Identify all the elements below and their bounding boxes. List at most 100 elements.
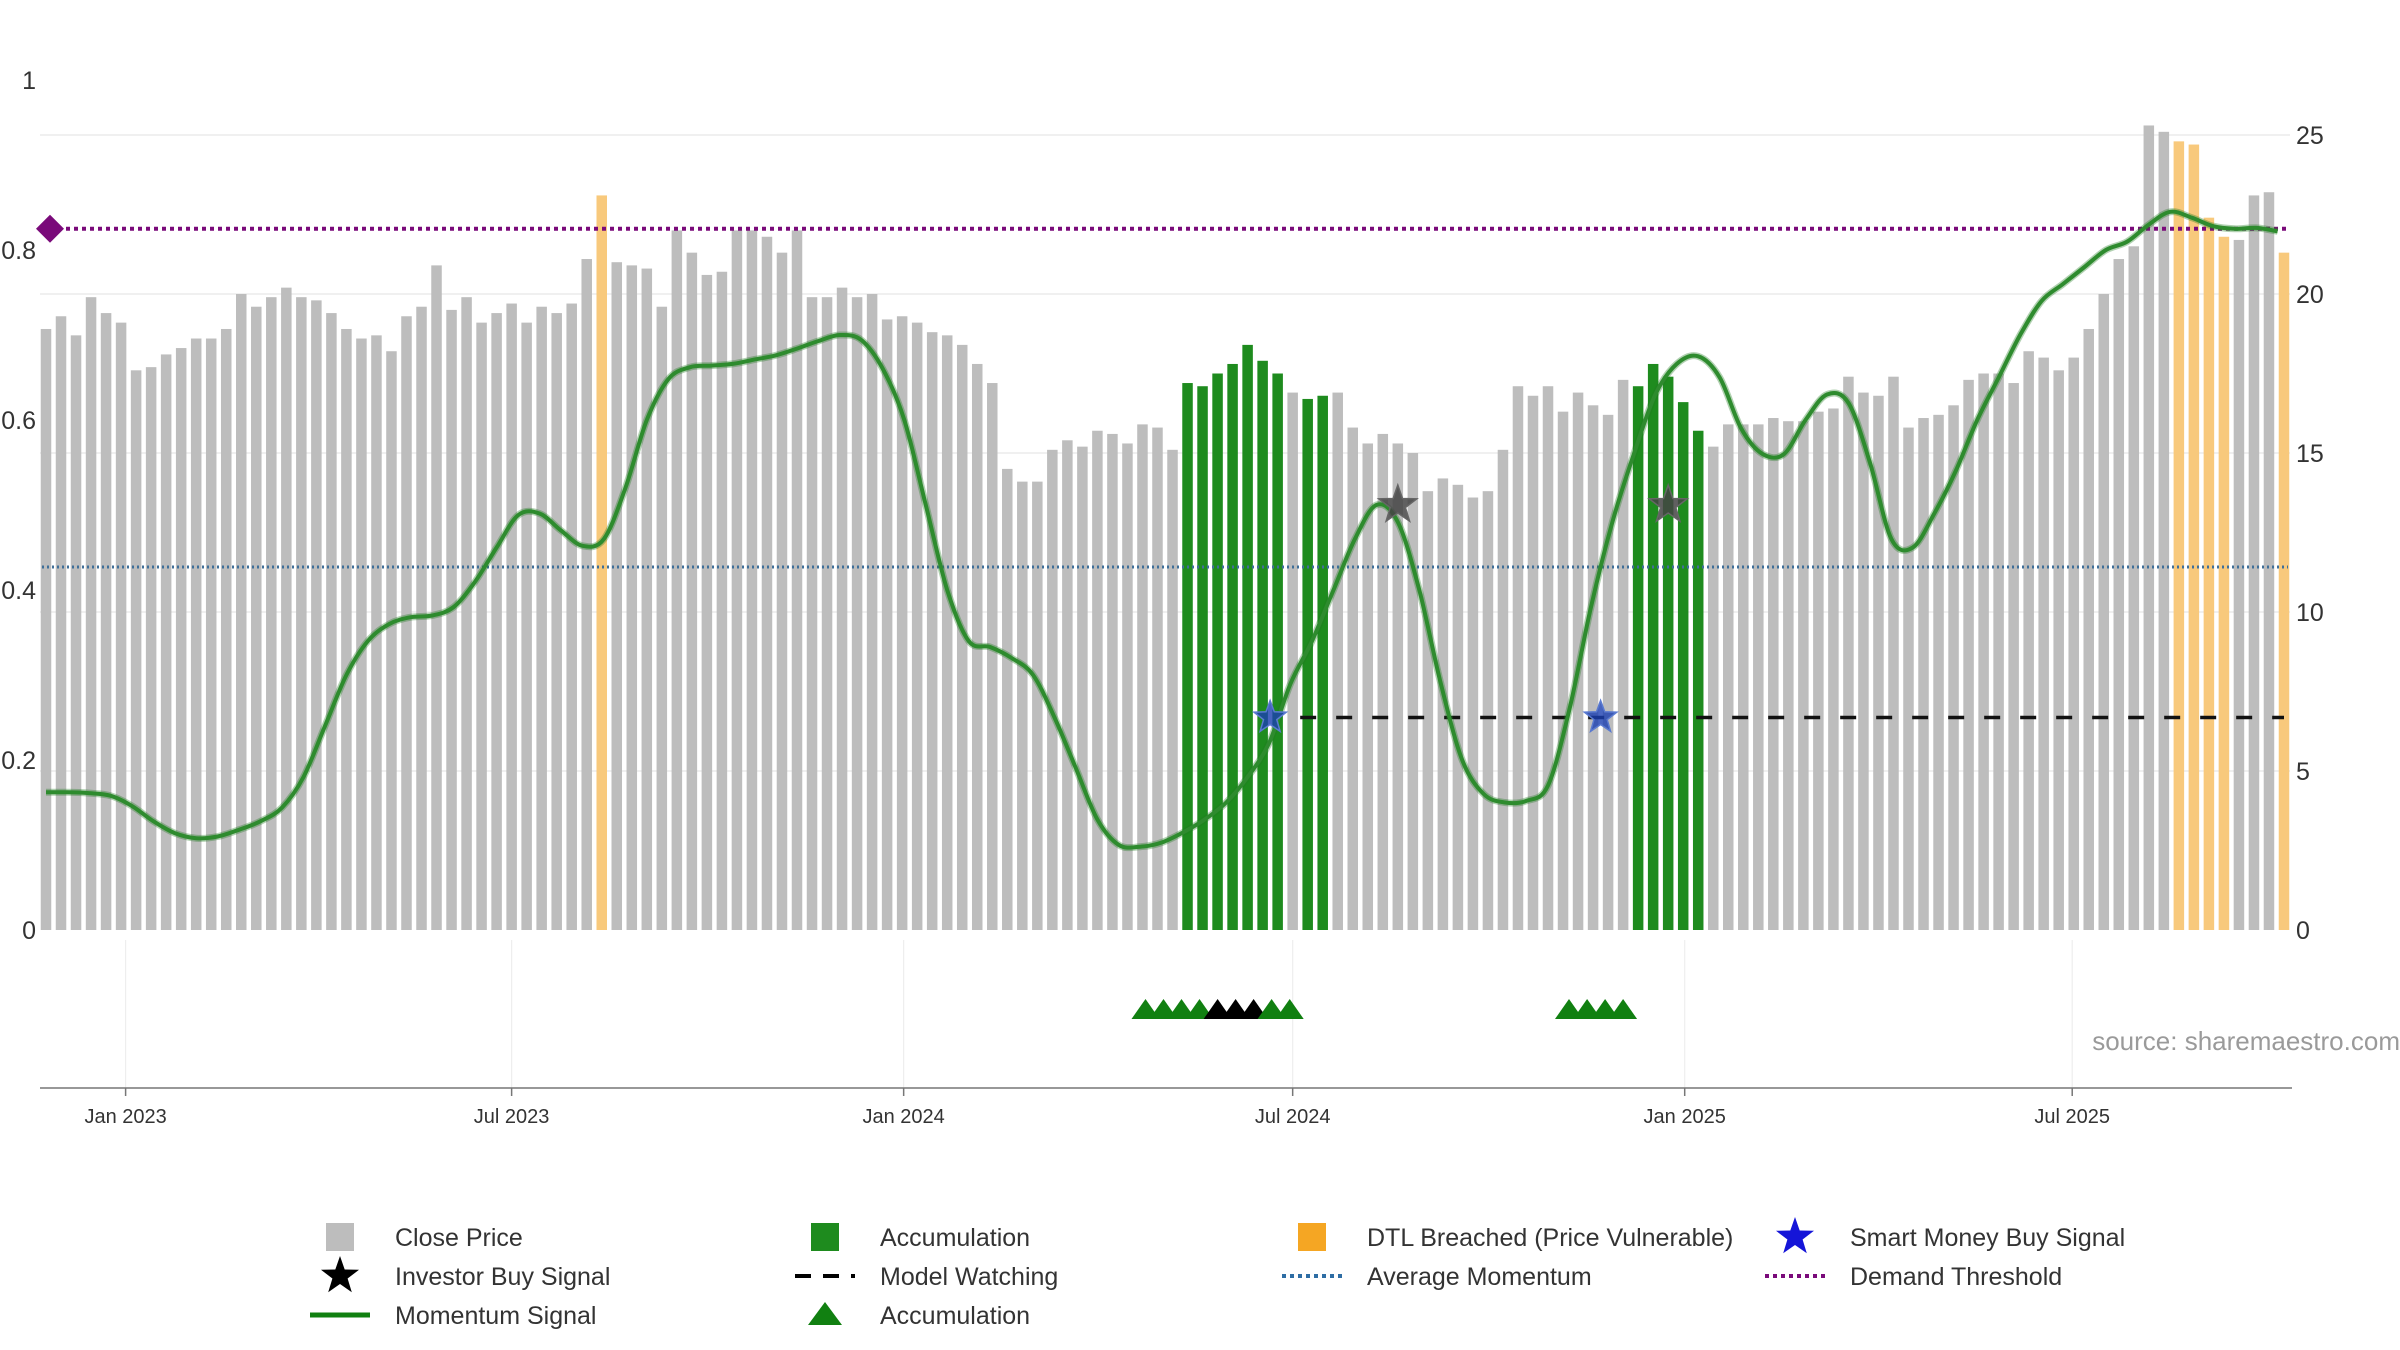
gridlines (40, 134, 2290, 1088)
close-price-bar (1452, 484, 1464, 930)
close-price-bar (1032, 481, 1043, 930)
left-axis-tick-label: 0.6 (1, 407, 36, 435)
demand-threshold-marker (36, 214, 64, 243)
close-price-bar (1467, 497, 1479, 930)
right-axis-tick-label: 10 (2296, 599, 2324, 627)
close-price-bar (2128, 246, 2140, 931)
accumulation-triangle (1573, 999, 1602, 1019)
left-axis-tick-label: 0.2 (1, 747, 36, 775)
close-price-bar (1107, 433, 1118, 930)
axes (40, 1087, 2292, 1096)
close-price-bar (581, 259, 592, 930)
right-axis-tick-label: 15 (2296, 440, 2324, 468)
legend-item: Accumulation (811, 1223, 1030, 1252)
legend-triangle-icon (808, 1302, 842, 1325)
accumulation-bar (1257, 360, 1268, 930)
left-axis-tick-label: 0.8 (1, 237, 36, 265)
smart-money-buy-signal-star (1251, 698, 1289, 734)
close-price-bar (911, 322, 923, 930)
close-price-bar (1557, 411, 1569, 930)
right-axis-tick-label: 5 (2296, 758, 2310, 786)
close-price-bar (1062, 440, 1073, 930)
dtl-breached-bar (2188, 144, 2200, 931)
legend-label: Accumulation (880, 1224, 1030, 1252)
left-axis-tick-label: 0.4 (1, 577, 36, 605)
close-price-bar (190, 338, 202, 930)
accumulation-bar (1677, 402, 1689, 930)
close-price-bar (2263, 192, 2275, 931)
close-price-bar (1843, 376, 1854, 930)
close-price-bar (1858, 392, 1869, 931)
right-axis-tick-label: 25 (2296, 122, 2324, 150)
legend-square-icon (326, 1223, 354, 1251)
close-price-bar (491, 313, 502, 931)
close-price-bar (1497, 449, 1509, 930)
close-price-bar (70, 335, 82, 931)
close-price-bar (866, 294, 878, 930)
close-price-bar (656, 306, 668, 931)
legend-label: Demand Threshold (1850, 1263, 2062, 1291)
close-price-bar (2008, 383, 2019, 930)
close-price-bar (776, 252, 788, 930)
close-price-bar (1362, 443, 1374, 930)
close-price-bar (836, 287, 848, 930)
close-price-bar (2038, 357, 2049, 931)
accumulation-triangle-black (1221, 999, 1250, 1019)
accumulation-triangle (1167, 999, 1196, 1019)
dtl-breached-bar (2203, 217, 2215, 930)
x-axis-tick-label: Jul 2024 (1255, 1106, 1331, 1128)
close-price-bar (2158, 131, 2170, 930)
legend-star-icon (321, 1256, 359, 1293)
investor-buy-signal-star (1376, 482, 1419, 524)
left-axis-tick-label: 0 (22, 917, 36, 945)
smart-money-buy-signal-star (1582, 698, 1619, 734)
close-price-bar (881, 319, 893, 930)
close-price-bar (266, 297, 277, 930)
close-price-bar (461, 297, 472, 930)
close-price-bar (160, 354, 172, 930)
accumulation-bar (1272, 373, 1283, 930)
close-price-bar (205, 338, 217, 930)
close-price-bar (2113, 259, 2125, 930)
close-price-bar (521, 322, 532, 930)
close-price-bar (1798, 421, 1809, 930)
accumulation-triangle (1149, 999, 1178, 1019)
accumulation-bar (1317, 395, 1328, 930)
accumulation-triangle (1257, 999, 1286, 1019)
close-price-bar (220, 328, 232, 931)
close-price-bar (1077, 446, 1088, 930)
close-price-bar (401, 316, 412, 930)
close-price-bar (2233, 239, 2245, 930)
dtl-breached-bar (2218, 236, 2230, 930)
close-price-bar (145, 367, 157, 930)
close-price-bar (1392, 443, 1404, 930)
legend-square-icon (1298, 1223, 1326, 1251)
close-price-bar (671, 230, 683, 930)
close-price-bar (1918, 418, 1929, 930)
close-price-bar (2248, 195, 2260, 931)
x-axis-tick-label: Jul 2023 (474, 1106, 550, 1128)
investor-buy-signal-star (1647, 482, 1690, 524)
close-price-bar (1332, 392, 1343, 931)
source-label: source: sharemaestro.com (2092, 1026, 2400, 1056)
legend-label: Smart Money Buy Signal (1850, 1224, 2125, 1252)
close-price-bar (1092, 430, 1103, 930)
close-price-bar (1738, 424, 1749, 930)
close-price-bar (551, 313, 562, 931)
close-price-bar (2068, 357, 2079, 931)
close-price-bar (626, 265, 638, 930)
accumulation-bar (1632, 386, 1644, 931)
close-price-bar (941, 335, 953, 931)
x-axis-tick-label: Jan 2025 (1644, 1106, 1726, 1128)
close-price-bar (2053, 370, 2064, 930)
close-price-bar (311, 300, 322, 930)
close-price-bar (1828, 408, 1839, 931)
momentum-signal-layer (45, 208, 2279, 852)
legend-label: Investor Buy Signal (395, 1263, 610, 1291)
momentum-signal-line (45, 209, 2278, 850)
close-price-bar (1753, 424, 1764, 930)
signal-stars (1251, 482, 1690, 734)
close-price-bar (341, 328, 352, 931)
